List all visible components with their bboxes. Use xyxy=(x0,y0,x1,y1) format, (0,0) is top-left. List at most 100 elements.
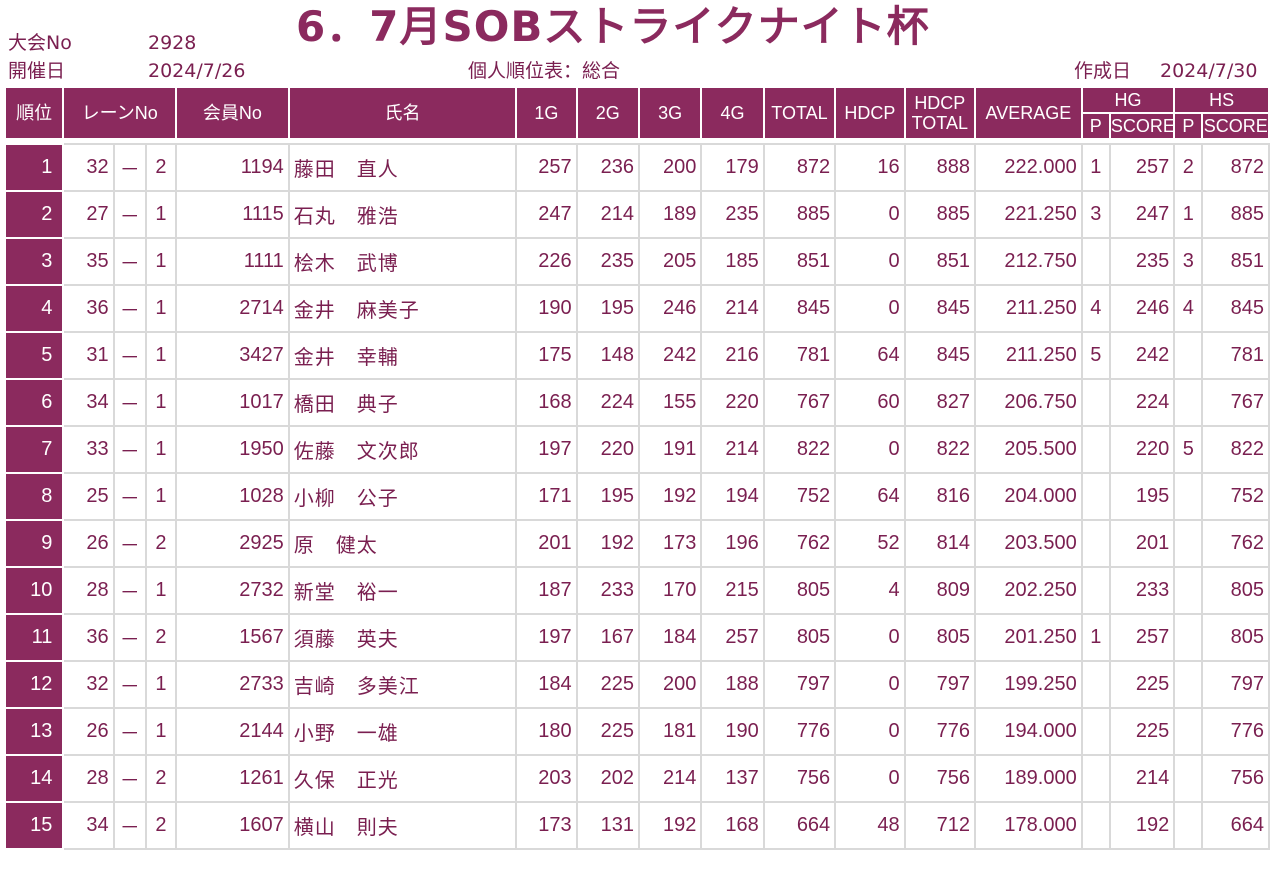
row-game3: 181 xyxy=(637,707,703,756)
row-game2: 224 xyxy=(575,378,640,427)
row-hg-score: 233 xyxy=(1108,566,1176,615)
row-hg-score: 201 xyxy=(1108,519,1176,568)
row-player-name: 小柳 公子 xyxy=(287,472,518,521)
row-rank: 13 xyxy=(3,707,65,756)
col-hdcp-header: HDCP xyxy=(834,86,906,140)
row-lane-dash: － xyxy=(112,284,147,333)
row-hs-place xyxy=(1173,331,1204,380)
row-hg-place: 3 xyxy=(1080,190,1111,239)
row-hg-place xyxy=(1080,425,1111,474)
row-member-no: 1567 xyxy=(175,613,290,662)
row-total: 664 xyxy=(762,801,837,850)
row-rank: 9 xyxy=(3,519,65,568)
ranking-table: 順位 レーンNo 会員No 氏名 1G 2G 3G 4G TOTAL HDCP … xyxy=(3,86,1270,850)
row-hdcp: 0 xyxy=(834,707,906,756)
row-game1: 190 xyxy=(515,284,578,333)
row-hdcp-total: 845 xyxy=(903,331,977,380)
row-lane-dash: － xyxy=(112,425,147,474)
row-game1: 197 xyxy=(515,613,578,662)
row-average: 204.000 xyxy=(974,472,1083,521)
row-game1: 226 xyxy=(515,237,578,286)
row-rank: 8 xyxy=(3,472,65,521)
col-2g-header: 2G xyxy=(575,86,640,140)
row-lane-sub: 2 xyxy=(144,519,178,568)
row-hdcp-total: 851 xyxy=(903,237,977,286)
row-rank: 6 xyxy=(3,378,65,427)
row-game1: 201 xyxy=(515,519,578,568)
row-game2: 233 xyxy=(575,566,640,615)
hdcp-total-line2: TOTAL xyxy=(911,113,968,133)
row-game3: 192 xyxy=(637,801,703,850)
row-game4: 215 xyxy=(700,566,765,615)
row-total: 797 xyxy=(762,660,837,709)
row-hs-score: 797 xyxy=(1201,660,1270,709)
row-hs-place xyxy=(1173,378,1204,427)
row-game2: 225 xyxy=(575,660,640,709)
row-game4: 216 xyxy=(700,331,765,380)
row-game4: 235 xyxy=(700,190,765,239)
row-game3: 242 xyxy=(637,331,703,380)
row-game3: 189 xyxy=(637,190,703,239)
row-hs-score: 664 xyxy=(1201,801,1270,850)
row-hdcp: 0 xyxy=(834,613,906,662)
row-game3: 200 xyxy=(637,143,703,192)
row-hdcp-total: 712 xyxy=(903,801,977,850)
row-hg-score: 235 xyxy=(1108,237,1176,286)
row-hg-score: 195 xyxy=(1108,472,1176,521)
row-hs-place xyxy=(1173,566,1204,615)
row-hdcp-total: 845 xyxy=(903,284,977,333)
row-hg-score: 225 xyxy=(1108,660,1176,709)
table-row: 7 33 － 1 1950 佐藤 文次郎 197 220 191 214 822 0 822 205.50… xyxy=(3,425,1270,474)
row-lane: 33 xyxy=(62,425,115,474)
col-total-header: TOTAL xyxy=(762,86,837,140)
row-game4: 185 xyxy=(700,237,765,286)
row-game2: 235 xyxy=(575,237,640,286)
col-4g-header: 4G xyxy=(700,86,765,140)
row-rank: 15 xyxy=(3,801,65,850)
row-lane: 36 xyxy=(62,284,115,333)
table-row: 4 36 － 1 2714 金井 麻美子 190 195 246 214 845 0 845 211.25… xyxy=(3,284,1270,333)
row-lane-sub: 1 xyxy=(144,425,178,474)
row-hdcp: 0 xyxy=(834,754,906,803)
row-average: 201.250 xyxy=(974,613,1083,662)
row-game1: 247 xyxy=(515,190,578,239)
row-player-name: 新堂 裕一 xyxy=(287,566,518,615)
row-average: 205.500 xyxy=(974,425,1083,474)
row-lane: 34 xyxy=(62,378,115,427)
col-hs-score-header: SCORE xyxy=(1201,112,1270,140)
row-game3: 173 xyxy=(637,519,703,568)
row-lane: 32 xyxy=(62,143,115,192)
row-hg-score: 192 xyxy=(1108,801,1176,850)
col-rank-header: 順位 xyxy=(3,86,65,140)
row-hs-score: 822 xyxy=(1201,425,1270,474)
date-value: 2024/7/26 xyxy=(148,60,246,82)
row-hg-place xyxy=(1080,801,1111,850)
row-hs-place xyxy=(1173,613,1204,662)
row-game2: 236 xyxy=(575,143,640,192)
row-lane-dash: － xyxy=(112,801,147,850)
row-hs-place: 5 xyxy=(1173,425,1204,474)
row-game4: 220 xyxy=(700,378,765,427)
row-hg-place xyxy=(1080,660,1111,709)
row-rank: 10 xyxy=(3,566,65,615)
row-hg-place xyxy=(1080,519,1111,568)
row-member-no: 1028 xyxy=(175,472,290,521)
row-hdcp-total: 816 xyxy=(903,472,977,521)
row-total: 756 xyxy=(762,754,837,803)
row-lane-dash: － xyxy=(112,190,147,239)
row-hs-score: 756 xyxy=(1201,754,1270,803)
row-lane-dash: － xyxy=(112,660,147,709)
row-total: 781 xyxy=(762,331,837,380)
row-hs-score: 851 xyxy=(1201,237,1270,286)
row-hdcp-total: 814 xyxy=(903,519,977,568)
row-average: 202.250 xyxy=(974,566,1083,615)
row-hs-score: 762 xyxy=(1201,519,1270,568)
row-hg-place: 4 xyxy=(1080,284,1111,333)
row-player-name: 佐藤 文次郎 xyxy=(287,425,518,474)
row-hs-score: 767 xyxy=(1201,378,1270,427)
row-total: 752 xyxy=(762,472,837,521)
row-average: 211.250 xyxy=(974,284,1083,333)
row-total: 767 xyxy=(762,378,837,427)
row-hs-place: 2 xyxy=(1173,143,1204,192)
row-hdcp: 60 xyxy=(834,378,906,427)
